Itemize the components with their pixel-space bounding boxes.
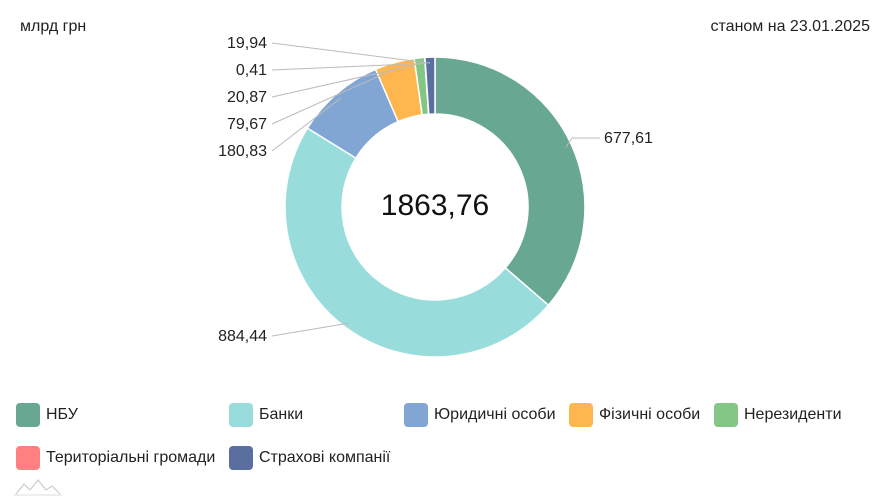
slice-страхові-компанії[interactable] — [424, 56, 436, 116]
legend-item-юридичні-особи[interactable]: Юридичні особи — [404, 403, 556, 427]
legend-swatch — [229, 446, 253, 470]
unit-label: млрд грн — [20, 18, 87, 35]
leader-line-нерезиденти — [271, 63, 421, 98]
value-label-територіальні-громади: 0,41 — [236, 62, 267, 79]
watermark-logo — [14, 479, 62, 496]
legend-item-нерезиденти[interactable]: Нерезиденти — [714, 403, 842, 427]
legend-label: Страхові компанії — [259, 449, 391, 466]
leader-line-страхові-компанії — [271, 42, 431, 64]
legend-label: Нерезиденти — [744, 406, 842, 423]
legend-swatch — [714, 403, 738, 427]
legend-swatch — [404, 403, 428, 427]
leader-line-нбу — [565, 137, 573, 148]
legend-item-нбу[interactable]: НБУ — [16, 403, 78, 427]
legend-item-фізичні-особи[interactable]: Фізичні особи — [569, 403, 700, 427]
value-label-банки: 884,44 — [218, 328, 267, 345]
legend-label: НБУ — [46, 406, 78, 423]
legend-swatch — [16, 446, 40, 470]
legend-label: Фізичні особи — [599, 406, 701, 423]
legend-label: Територіальні громади — [46, 449, 216, 466]
value-label-нерезиденти: 20,87 — [227, 89, 267, 106]
legend-swatch — [569, 403, 593, 427]
legend-swatch — [229, 403, 253, 427]
slice-банки[interactable] — [284, 127, 550, 358]
value-label-нбу: 677,61 — [604, 130, 653, 147]
value-label-страхові-компанії: 19,94 — [227, 35, 267, 52]
leader-line-юридичні-особи — [271, 97, 342, 152]
leader-line-територіальні-громади — [271, 62, 426, 71]
value-label-юридичні-особи: 180,83 — [218, 143, 267, 160]
date-label: станом на 23.01.2025 — [710, 18, 870, 35]
legend-label: Юридичні особи — [434, 406, 556, 423]
leader-line-банки — [271, 322, 350, 337]
legend-label: Банки — [259, 406, 304, 423]
leader-line-фізичні-особи — [271, 67, 397, 125]
legend-item-банки[interactable]: Банки — [229, 403, 303, 427]
slice-нбу[interactable] — [434, 56, 586, 307]
legend-item-страхові-компанії[interactable]: Страхові компанії — [229, 446, 390, 470]
total-label: 1863,76 — [381, 189, 489, 222]
legend-item-територіальні-громади[interactable]: Територіальні громади — [16, 446, 215, 470]
value-label-фізичні-особи: 79,67 — [227, 116, 267, 133]
legend-swatch — [16, 403, 40, 427]
